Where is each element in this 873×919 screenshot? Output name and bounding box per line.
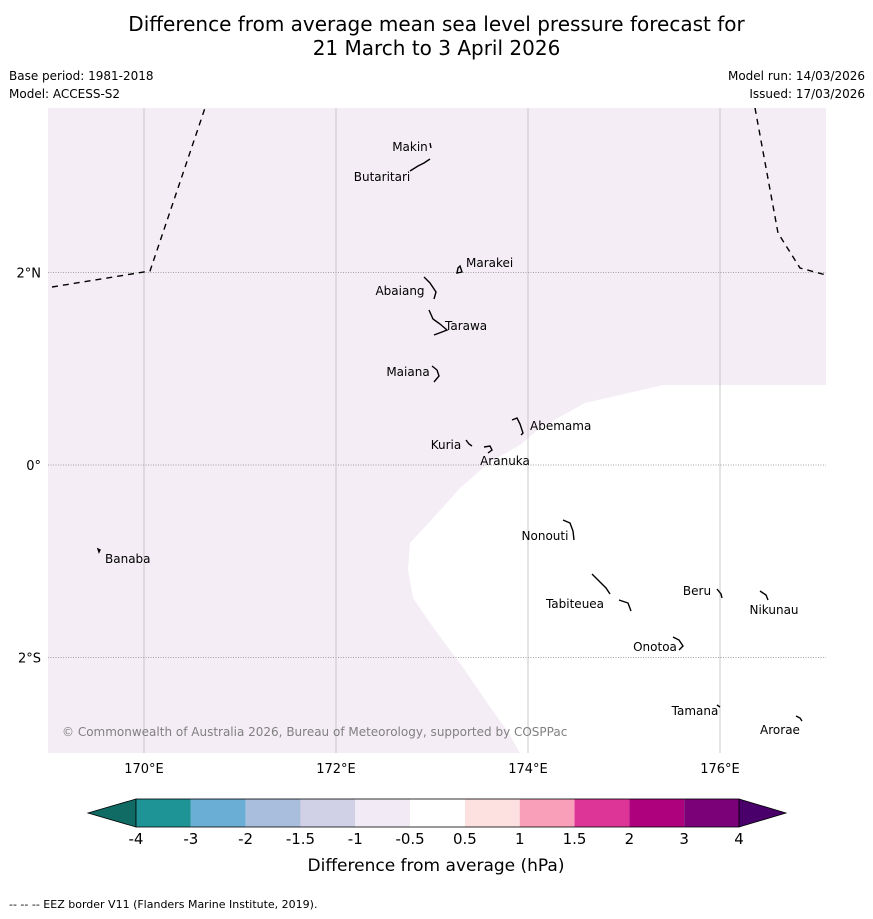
colorbar-tick-label: 2	[625, 830, 635, 848]
colorbar-frame	[135, 798, 740, 828]
title-line-1: Difference from average mean sea level p…	[128, 12, 745, 36]
island-labels: Makin Butaritari Marakei Abaiang Tarawa Maian…	[105, 140, 800, 737]
island-shape-nonouti	[562, 519, 575, 541]
colorbar-tick-label: 1	[515, 830, 525, 848]
island-label-banaba: Banaba	[105, 552, 151, 566]
colorbar-tick-label: 0.5	[453, 830, 477, 848]
island-label-tarawa: Tarawa	[444, 319, 487, 333]
title-line-2: 21 March to 3 April 2026	[312, 36, 561, 60]
island-label-aranuka: Aranuka	[480, 454, 530, 468]
gridlines	[48, 108, 826, 753]
island-label-butaritari: Butaritari	[354, 170, 411, 184]
colorbar-tick-label: -0.5	[395, 830, 424, 848]
island-shape-makin	[429, 142, 432, 149]
colorbar-bin	[574, 799, 630, 827]
colorbar-tick-label: 1.5	[563, 830, 587, 848]
issued-date: Issued: 17/03/2026	[749, 87, 865, 101]
colorbar-tick-label: -1	[348, 830, 363, 848]
island-shape-banaba	[96, 547, 101, 554]
island-label-kuria: Kuria	[431, 438, 462, 452]
lon-tick-label: 170°E	[124, 762, 164, 777]
island-label-maiana: Maiana	[386, 365, 429, 379]
lat-tick-label: 0°	[26, 459, 41, 474]
anomaly-region	[48, 108, 826, 753]
island-label-nonouti: Nonouti	[522, 529, 569, 543]
island-shape-maiana	[431, 365, 440, 383]
colorbar-bin	[464, 799, 520, 827]
lat-tick-label: 2°S	[18, 652, 41, 667]
island-shape-abaiang	[423, 276, 437, 300]
colorbar-bin	[684, 799, 739, 827]
colorbar-bin	[410, 799, 465, 827]
island-shape-tarawa	[428, 309, 449, 336]
island-shape-arorae	[795, 715, 803, 722]
island-label-nikunau: Nikunau	[749, 603, 798, 617]
island-label-tamana: Tamana	[671, 704, 719, 718]
island-shape-aranuka	[483, 445, 493, 454]
colorbar-bin	[355, 799, 411, 827]
island-shape-butaritari	[409, 158, 431, 172]
eez-footnote: -- -- -- EEZ border V11 (Flanders Marine…	[9, 898, 318, 911]
colorbar-bin	[136, 799, 191, 827]
lat-tick-label: 2°N	[17, 266, 42, 281]
lon-tick-label: 174°E	[508, 762, 548, 777]
eez-border-east	[754, 108, 826, 276]
colorbar-bin	[300, 799, 356, 827]
island-label-onotoa: Onotoa	[633, 640, 677, 654]
colorbar-tick-label: 4	[734, 830, 744, 848]
island-label-beru: Beru	[683, 584, 711, 598]
island-shape-onotoa	[672, 636, 684, 651]
island-shape-tamana	[716, 704, 721, 708]
chart-title: Difference from average mean sea level p…	[0, 12, 873, 60]
colorbar-tick-label: -3	[183, 830, 198, 848]
colorbar-max-extend	[738, 798, 788, 828]
island-shape-tabiteuea-south	[618, 599, 632, 612]
island-label-makin: Makin	[392, 140, 428, 154]
colorbar-min-extend	[86, 798, 137, 828]
model-run: Model run: 14/03/2026	[727, 69, 865, 83]
colorbar-bin	[519, 799, 575, 827]
axis-labels: 170°E 172°E 174°E 176°E 2°N 0° 2°S	[17, 266, 740, 777]
island-shape-abemama	[511, 417, 524, 436]
meta-right: Model run: 14/03/2026 Issued: 17/03/2026	[728, 67, 865, 103]
colorbar-tick-label: -1.5	[286, 830, 315, 848]
colorbar-tick-label: -4	[129, 830, 144, 848]
lon-tick-label: 172°E	[316, 762, 356, 777]
island-label-abaiang: Abaiang	[375, 284, 424, 298]
island-shape-kuria	[465, 439, 473, 447]
meta-left: Base period: 1981-2018 Model: ACCESS-S2	[9, 67, 154, 103]
island-shape-tabiteuea-north	[591, 573, 611, 595]
colorbar-tick-label: 3	[679, 830, 689, 848]
island-label-arorae: Arorae	[760, 723, 800, 737]
island-label-tabiteuea: Tabiteuea	[545, 597, 604, 611]
copyright-notice: © Commonwealth of Australia 2026, Bureau…	[62, 725, 567, 739]
eez-border-west	[51, 108, 206, 288]
island-label-marakei: Marakei	[466, 256, 513, 270]
colorbar-title: Difference from average (hPa)	[308, 856, 565, 876]
colorbar-bin	[245, 799, 301, 827]
island-outlines	[96, 142, 803, 722]
colorbar-legend: -4 -3 -2 -1.5 -1 -0.5 0.5 1 1.5 2 3 4 Difference fro…	[86, 798, 788, 876]
island-shape-marakei	[456, 264, 463, 274]
island-shape-beru	[716, 588, 723, 599]
colorbar-tick-label: -2	[238, 830, 253, 848]
base-period: Base period: 1981-2018	[9, 69, 154, 83]
map-area: Makin Butaritari Marakei Abaiang Tarawa Maian…	[48, 108, 826, 753]
colorbar-bin	[190, 799, 246, 827]
island-label-abemama: Abemama	[530, 419, 591, 433]
model-name: Model: ACCESS-S2	[9, 87, 121, 101]
island-shape-nikunau	[759, 590, 769, 601]
lon-tick-label: 176°E	[700, 762, 740, 777]
colorbar-bin	[629, 799, 685, 827]
